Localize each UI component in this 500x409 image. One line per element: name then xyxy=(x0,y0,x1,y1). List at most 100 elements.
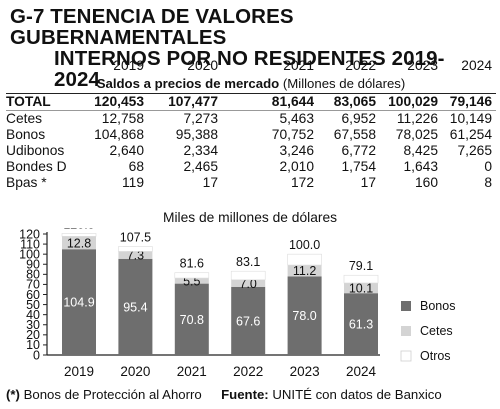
y-tick-label: 60 xyxy=(26,288,40,302)
total-label: 100.0 xyxy=(289,238,320,252)
x-tick-label: 2020 xyxy=(120,364,150,379)
table-cell: 2,465 xyxy=(183,159,218,174)
table-cell: 107,477 xyxy=(148,93,222,111)
chart-title: G-7 TENENCIA DE VALORES GUBERNAMENTALES … xyxy=(10,6,490,90)
year-header-row: 2019 2020 2021 2022 2023 2024 xyxy=(6,58,496,74)
table-cell: 8 xyxy=(484,175,492,190)
table-cell: 2,010 xyxy=(279,159,314,174)
bar-segment-bonos xyxy=(118,258,153,355)
table-cell: 172 xyxy=(290,175,314,190)
subtitle-row: Saldos a precios de mercado (Millones de… xyxy=(6,74,496,94)
table-cell: 79,146 xyxy=(442,93,496,111)
table-cell: 6,952 xyxy=(318,110,380,127)
bar-segment-otros xyxy=(343,274,379,284)
y-tick-label: 40 xyxy=(26,308,40,322)
x-tick-label: 2024 xyxy=(346,364,377,379)
table-row: Bonos 104,868 95,388 70,752 67,558 78,025 61,2… xyxy=(6,127,496,143)
bar-segment-bonos xyxy=(62,249,96,355)
data-label-bonos: 104.9 xyxy=(63,296,94,310)
x-axis-labels: 2019 2020 2021 2022 2023 2024 xyxy=(64,364,377,379)
y-tick-label: 30 xyxy=(26,318,40,332)
data-label-bonos: 78.0 xyxy=(292,309,316,323)
bar-segment-cetes xyxy=(118,251,153,259)
table-cell: 78,025 xyxy=(395,127,438,142)
data-label-cetes: 11.2 xyxy=(293,264,316,278)
table-row: TOTAL 120,453 107,477 81,644 83,065 100,029 79… xyxy=(6,93,496,111)
table-cell: 7,265 xyxy=(457,143,492,158)
bar-segment-bonos xyxy=(231,286,266,355)
bar-segment-cetes xyxy=(231,279,266,287)
table-cell: 6,772 xyxy=(341,143,376,158)
row-label: TOTAL xyxy=(6,93,78,111)
y-tick-label: 90 xyxy=(26,258,40,272)
table-cell: 2,334 xyxy=(183,143,218,158)
y-tick-label: 50 xyxy=(26,298,40,312)
table-cell: 12,758 xyxy=(78,110,148,127)
source-text: UNITÉ con datos de Banxico xyxy=(268,387,442,402)
bar-segment-cetes xyxy=(344,283,378,294)
data-label-cetes: 7.3 xyxy=(127,249,144,263)
table-cell: 70,752 xyxy=(271,127,314,142)
data-label-bonos: 95.4 xyxy=(123,300,147,314)
data-label-cetes: 7.0 xyxy=(240,277,257,291)
table-row: Cetes 12,758 7,273 5,463 6,952 11,226 10,149 xyxy=(6,110,496,127)
table-cell: 81,644 xyxy=(222,93,318,111)
table-cell: 17 xyxy=(360,175,376,190)
legend-label: Cetes xyxy=(420,324,453,338)
bar-segment-otros xyxy=(118,246,153,252)
y-tick-label: 0 xyxy=(33,348,40,362)
subtitle-rest: (Millones de dólares) xyxy=(279,76,406,91)
total-label: 107.5 xyxy=(120,231,151,245)
table-cell: 100,029 xyxy=(380,93,442,111)
footer: (*) Bonos de Protección al Ahorro Fuente… xyxy=(6,387,442,402)
table-cell: 1,754 xyxy=(341,159,376,174)
table-cell: 5,463 xyxy=(222,110,318,127)
data-label-cetes: 10.1 xyxy=(349,282,373,296)
chart-subtitle: Miles de millones de dólares xyxy=(162,210,338,225)
total-label: 79.1 xyxy=(349,259,373,273)
table-cell: 3,246 xyxy=(279,143,314,158)
legend-label: Bonos xyxy=(420,299,455,313)
y-tick-label: 10 xyxy=(26,338,40,352)
y-tick-label: 110 xyxy=(20,237,40,251)
row-label: Bpas * xyxy=(6,175,47,190)
table-cell: 67,558 xyxy=(333,127,376,142)
holdings-table: 2019 2020 2021 2022 2023 2024 Saldos a precios… xyxy=(6,58,496,191)
source-label: Fuente: xyxy=(221,387,269,402)
table-cell: 0 xyxy=(484,159,492,174)
table-cell: 119 xyxy=(122,175,144,190)
title-line-1: G-7 TENENCIA DE VALORES GUBERNAMENTALES xyxy=(10,5,294,49)
table-body: 2019 2020 2021 2022 2023 2024 Saldos a precios… xyxy=(6,58,496,191)
year-header: 2021 xyxy=(283,58,314,73)
title-line-2: INTERNOS POR NO RESIDENTES 2019-2024 xyxy=(54,47,445,91)
table-cell: 7,273 xyxy=(148,110,222,127)
legend: Bonos Cetes Otros xyxy=(400,299,455,363)
bar-segment-otros xyxy=(287,253,322,266)
bars: 104.912.8120.595.47.3107.570.85.581.667.… xyxy=(61,228,379,355)
bar-segment-cetes xyxy=(62,236,96,250)
table-cell: 8,425 xyxy=(403,143,438,158)
total-label: 120.5 xyxy=(63,228,94,231)
bar-segment-otros xyxy=(230,270,266,281)
subtitle-bold: Saldos a precios de mercado xyxy=(96,76,280,91)
year-header: 2024 xyxy=(461,58,492,73)
table-cell: 104,868 xyxy=(94,127,144,142)
table-cell: 17 xyxy=(202,175,218,190)
x-tick-label: 2022 xyxy=(233,364,263,379)
data-label-bonos: 61.3 xyxy=(349,318,373,332)
table-cell: 68 xyxy=(128,159,144,174)
table-subtitle: Saldos a precios de mercado (Millones de… xyxy=(6,74,496,94)
data-label-bonos: 70.8 xyxy=(180,313,204,327)
x-tick-label: 2019 xyxy=(64,364,94,379)
legend-label: Otros xyxy=(420,349,451,363)
x-tick-label: 2021 xyxy=(177,364,207,379)
bar-segment-bonos xyxy=(344,293,378,355)
table-row: Bpas * 119 17 172 17 160 8 xyxy=(6,175,496,191)
data-label-cetes: 12.8 xyxy=(67,236,91,250)
footnote-text: Bonos de Protección al Ahorro xyxy=(19,387,202,402)
table-cell: 160 xyxy=(414,175,438,190)
bar-segment-bonos xyxy=(287,276,322,355)
bar-segment-otros xyxy=(61,233,97,237)
table-cell: 11,226 xyxy=(380,110,442,127)
